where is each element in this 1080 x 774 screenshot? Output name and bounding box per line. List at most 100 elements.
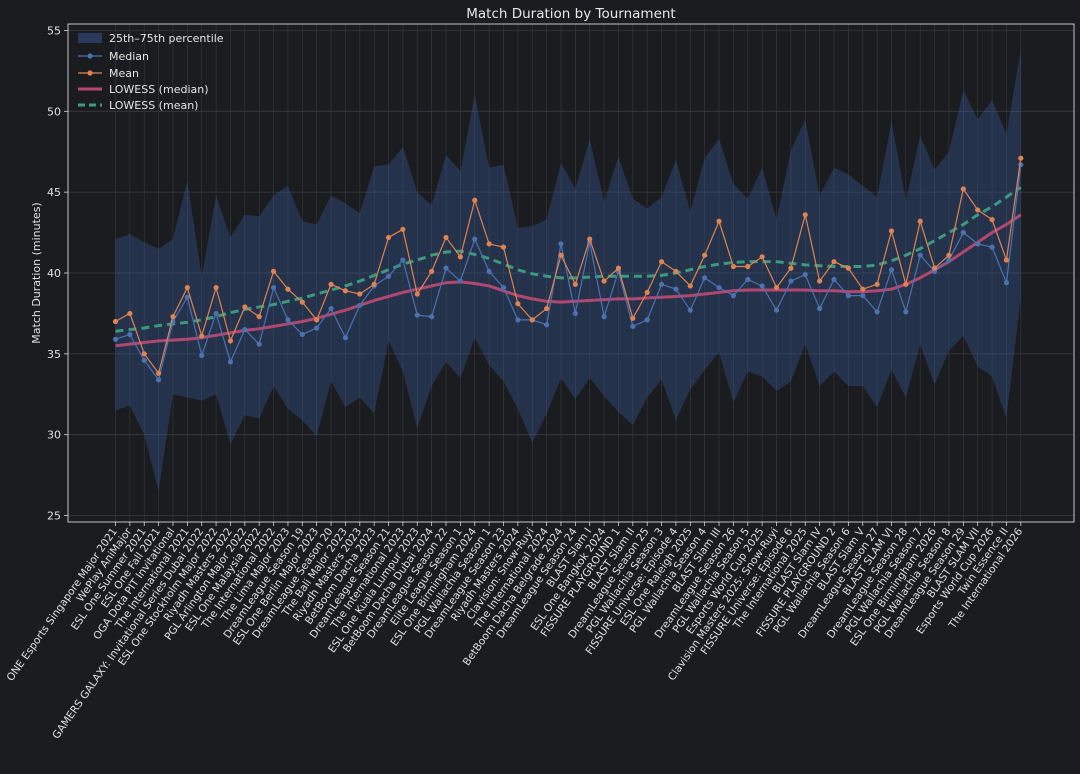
mean-point <box>457 254 463 260</box>
mean-point <box>759 254 765 260</box>
median-point <box>385 273 392 279</box>
median-point <box>328 305 334 312</box>
median-point <box>429 314 435 320</box>
median-point <box>845 293 851 299</box>
median-point <box>975 241 981 247</box>
median-line <box>115 164 1022 382</box>
y-tick-label: 30 <box>47 429 61 442</box>
median-point <box>759 283 765 289</box>
mean-point <box>860 286 866 292</box>
mean-point <box>931 265 938 271</box>
median-point <box>989 244 995 250</box>
median-point <box>673 286 679 292</box>
mean-point <box>529 317 535 323</box>
median-point <box>256 341 262 347</box>
mean-point <box>544 305 550 312</box>
series-lines <box>112 155 1024 383</box>
median-point <box>457 278 463 284</box>
median-point <box>817 305 823 312</box>
median-point <box>414 312 420 318</box>
median-point <box>917 252 923 258</box>
mean-point <box>702 252 708 258</box>
median-point <box>946 257 952 263</box>
median-point <box>687 307 693 313</box>
legend-band-swatch <box>78 33 102 43</box>
y-tick-label: 35 <box>47 348 61 361</box>
mean-point <box>472 197 478 203</box>
median-point <box>960 229 966 236</box>
legend-mean-marker <box>87 70 93 76</box>
median-point <box>486 268 492 274</box>
lowess-mean-line <box>115 186 1022 333</box>
mean-point <box>429 268 435 274</box>
mean-point <box>385 234 392 241</box>
median-point <box>860 293 866 299</box>
mean-point <box>802 212 808 218</box>
median-point <box>342 335 349 341</box>
median-point <box>558 241 564 247</box>
mean-point <box>989 217 995 223</box>
mean-point <box>745 263 751 270</box>
y-tick-label: 50 <box>47 105 61 118</box>
mean-point <box>414 291 420 297</box>
median-point <box>802 272 808 278</box>
median-point <box>127 331 133 338</box>
legend-median-label: Median <box>109 50 149 63</box>
mean-point <box>615 265 622 271</box>
median-point <box>874 309 880 315</box>
median-point <box>199 352 205 359</box>
mean-point <box>357 291 363 297</box>
median-point <box>184 294 190 300</box>
y-axis-ticks: 25 30 35 40 45 50 55 <box>47 24 68 523</box>
median-point <box>730 293 737 299</box>
mean-point <box>342 288 349 294</box>
legend-median-marker <box>87 53 93 59</box>
median-point <box>658 281 665 287</box>
mean-point <box>903 281 909 287</box>
mean-point <box>328 281 334 287</box>
median-point <box>500 284 507 291</box>
median-point <box>357 302 363 308</box>
legend-mean-label: Mean <box>109 67 139 80</box>
median-point <box>443 265 449 271</box>
mean-point <box>285 286 291 292</box>
median-point <box>242 326 248 333</box>
mean-point <box>1018 155 1024 161</box>
mean-point <box>1003 257 1010 263</box>
mean-point <box>299 299 305 305</box>
median-point <box>903 309 909 315</box>
mean-point <box>199 333 205 339</box>
median-point <box>270 284 277 291</box>
mean-point <box>658 259 665 265</box>
mean-point <box>371 281 377 287</box>
median-point <box>515 317 521 323</box>
mean-point <box>601 278 607 284</box>
chart-title: Match Duration by Tournament <box>466 6 675 22</box>
median-point <box>544 322 550 328</box>
mean-point <box>960 186 966 192</box>
median-point <box>112 336 119 342</box>
mean-point <box>213 284 219 291</box>
mean-point <box>270 268 277 274</box>
median-point <box>1003 280 1010 286</box>
mean-point <box>127 310 133 317</box>
mean-point <box>630 315 636 321</box>
y-tick-label: 55 <box>47 24 61 37</box>
mean-point <box>515 301 521 307</box>
median-point <box>773 307 780 313</box>
mean-line <box>115 158 1022 375</box>
mean-point <box>716 218 722 224</box>
median-point <box>644 317 650 323</box>
mean-point <box>500 244 507 250</box>
legend-lowess-median-label: LOWESS (median) <box>109 83 209 96</box>
median-point <box>702 275 708 281</box>
median-point <box>716 284 722 291</box>
mean-point <box>917 218 923 224</box>
mean-point <box>817 278 823 284</box>
y-tick-label: 25 <box>47 510 61 523</box>
gridlines <box>68 24 1074 522</box>
y-tick-label: 40 <box>47 267 61 280</box>
mean-point <box>587 236 593 242</box>
